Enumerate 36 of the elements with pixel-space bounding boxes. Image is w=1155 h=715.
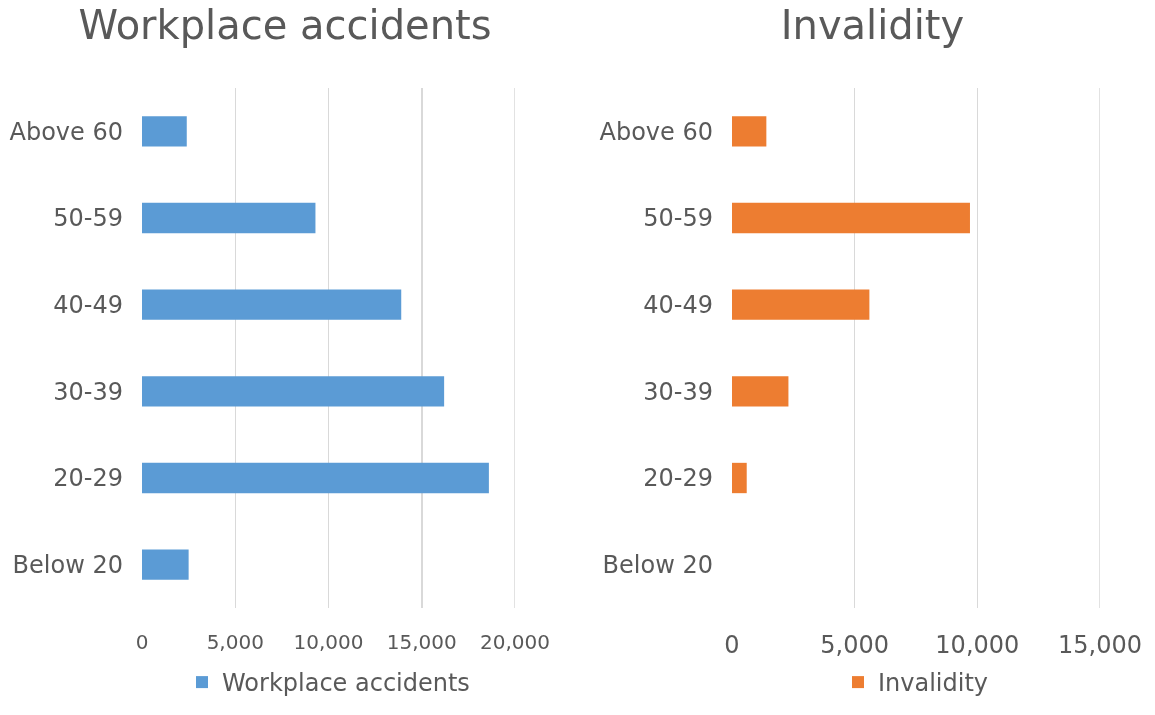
x-tick-label: 0 [135, 630, 149, 654]
bar [732, 289, 870, 320]
y-tick-label: Below 20 [12, 551, 123, 580]
y-tick-label: 50-59 [643, 204, 713, 233]
y-tick-label: 40-49 [53, 291, 123, 320]
x-tick-label: 5,000 [820, 631, 890, 659]
bar [732, 376, 789, 407]
y-tick-label: 20-29 [643, 464, 713, 493]
y-tick-label: 30-39 [53, 377, 123, 406]
x-tick-label: 0 [724, 631, 740, 659]
legend-label: Workplace accidents [222, 669, 470, 698]
x-tick-label: 5,000 [206, 630, 264, 654]
y-tick-label: 50-59 [53, 204, 123, 233]
y-tick-label: Above 60 [599, 117, 713, 146]
x-tick-label: 10,000 [293, 630, 364, 654]
bar [142, 116, 187, 147]
bar [142, 202, 316, 234]
x-tick-label: 15,000 [1058, 631, 1142, 659]
chart-title: Invalidity [780, 1, 965, 48]
legend-label: Invalidity [878, 669, 989, 698]
bar [142, 289, 402, 320]
bar [142, 376, 445, 407]
bar [732, 462, 747, 494]
bar [732, 202, 970, 234]
bar [142, 549, 189, 580]
y-tick-label: 40-49 [643, 291, 713, 320]
x-tick-label: 15,000 [386, 630, 457, 654]
bar [732, 116, 767, 147]
chart-title: Workplace accidents [78, 1, 492, 48]
y-tick-label: Above 60 [9, 117, 123, 146]
y-tick-label: 30-39 [643, 377, 713, 406]
y-tick-label: 20-29 [53, 464, 123, 493]
x-tick-label: 10,000 [935, 631, 1020, 659]
x-tick-label: 20,000 [480, 630, 550, 654]
y-tick-label: Below 20 [602, 551, 713, 580]
bar [142, 462, 489, 494]
